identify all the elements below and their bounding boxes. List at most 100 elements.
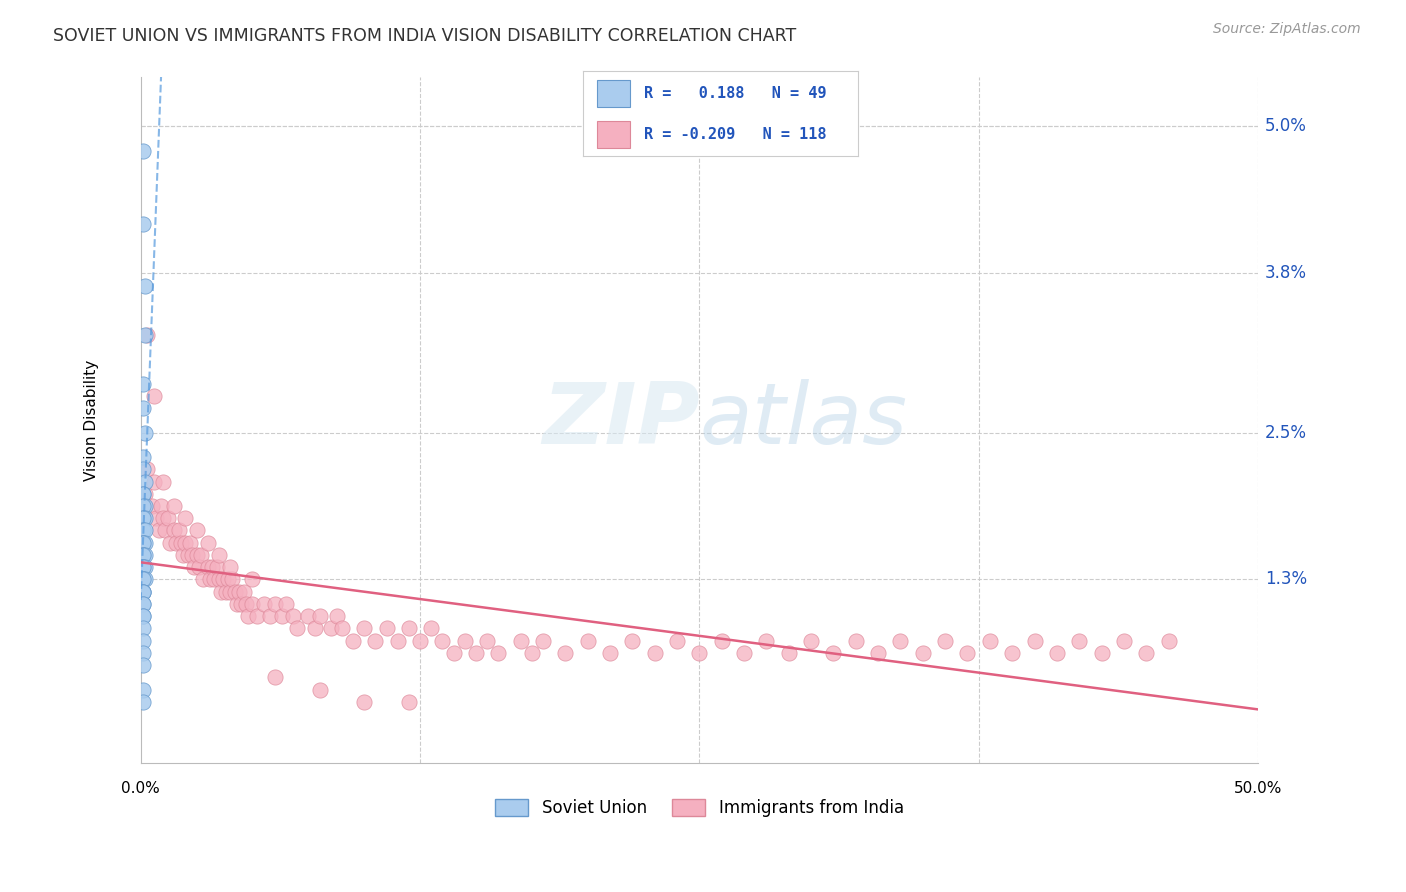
Point: [134, 573, 156, 587]
Point: [889, 633, 911, 648]
Point: [134, 425, 156, 440]
Text: SOVIET UNION VS IMMIGRANTS FROM INDIA VISION DISABILITY CORRELATION CHART: SOVIET UNION VS IMMIGRANTS FROM INDIA VI…: [53, 27, 797, 45]
Point: [132, 560, 155, 574]
Point: [132, 487, 155, 501]
Point: [509, 633, 531, 648]
Point: [353, 622, 375, 636]
Point: [486, 646, 509, 660]
Point: [755, 633, 778, 648]
Point: [259, 609, 281, 624]
Point: [242, 573, 264, 587]
Text: R =   0.188   N = 49: R = 0.188 N = 49: [644, 86, 827, 101]
Point: [201, 560, 224, 574]
Point: [174, 535, 197, 549]
Point: [285, 622, 308, 636]
Bar: [598, 80, 630, 107]
Point: [232, 584, 254, 599]
Point: [132, 401, 155, 415]
Point: [163, 524, 186, 538]
Point: [134, 560, 156, 574]
Point: [398, 695, 420, 709]
Point: [800, 633, 823, 648]
Point: [132, 658, 155, 673]
Point: [217, 573, 239, 587]
Point: [134, 475, 156, 489]
Point: [1157, 633, 1180, 648]
Point: [132, 450, 155, 464]
Point: [132, 573, 155, 587]
Point: [197, 560, 219, 574]
Point: [132, 682, 155, 697]
Point: [454, 633, 477, 648]
Point: [197, 535, 219, 549]
Point: [353, 695, 375, 709]
Point: [149, 499, 172, 513]
Point: [228, 584, 250, 599]
Point: [132, 597, 155, 611]
Point: [219, 560, 242, 574]
Legend: Soviet Union, Immigrants from India: Soviet Union, Immigrants from India: [488, 792, 910, 823]
Point: [181, 548, 204, 562]
Point: [134, 278, 156, 293]
Point: [688, 646, 710, 660]
Text: ZIP: ZIP: [541, 379, 699, 462]
Point: [145, 511, 167, 525]
Point: [152, 511, 174, 525]
Point: [778, 646, 800, 660]
Point: [132, 511, 155, 525]
Point: [132, 376, 155, 391]
Point: [163, 499, 186, 513]
Point: [1001, 646, 1024, 660]
Point: [132, 573, 155, 587]
Text: 3.8%: 3.8%: [1264, 264, 1306, 283]
Point: [221, 573, 243, 587]
Point: [644, 646, 666, 660]
Point: [520, 646, 543, 660]
Point: [330, 622, 353, 636]
Point: [554, 646, 576, 660]
Point: [576, 633, 599, 648]
Point: [134, 327, 156, 342]
Point: [143, 475, 166, 489]
Point: [155, 524, 177, 538]
Point: [148, 524, 170, 538]
Point: [132, 633, 155, 648]
Point: [236, 609, 259, 624]
Point: [132, 499, 155, 513]
Point: [845, 633, 868, 648]
Point: [134, 535, 156, 549]
Point: [231, 597, 253, 611]
Point: [132, 560, 155, 574]
Point: [186, 548, 208, 562]
Point: [209, 584, 232, 599]
Point: [956, 646, 979, 660]
Point: [253, 597, 276, 611]
Point: [297, 609, 319, 624]
Text: Vision Disability: Vision Disability: [84, 359, 98, 481]
Point: [281, 609, 304, 624]
Text: Source: ZipAtlas.com: Source: ZipAtlas.com: [1213, 22, 1361, 37]
Point: [132, 535, 155, 549]
Point: [132, 573, 155, 587]
Point: [132, 560, 155, 574]
Point: [143, 389, 166, 403]
Point: [172, 548, 194, 562]
Point: [1024, 633, 1046, 648]
Point: [212, 573, 235, 587]
Point: [263, 597, 285, 611]
Point: [387, 633, 409, 648]
Point: [132, 584, 155, 599]
Point: [710, 633, 733, 648]
Point: [179, 535, 201, 549]
Point: [134, 548, 156, 562]
Point: [136, 327, 159, 342]
Point: [132, 487, 155, 501]
Point: [420, 622, 443, 636]
Point: [132, 548, 155, 562]
Point: [308, 682, 330, 697]
Point: [205, 560, 228, 574]
Point: [1046, 646, 1069, 660]
Point: [134, 499, 156, 513]
Point: [132, 144, 155, 158]
Point: [375, 622, 398, 636]
